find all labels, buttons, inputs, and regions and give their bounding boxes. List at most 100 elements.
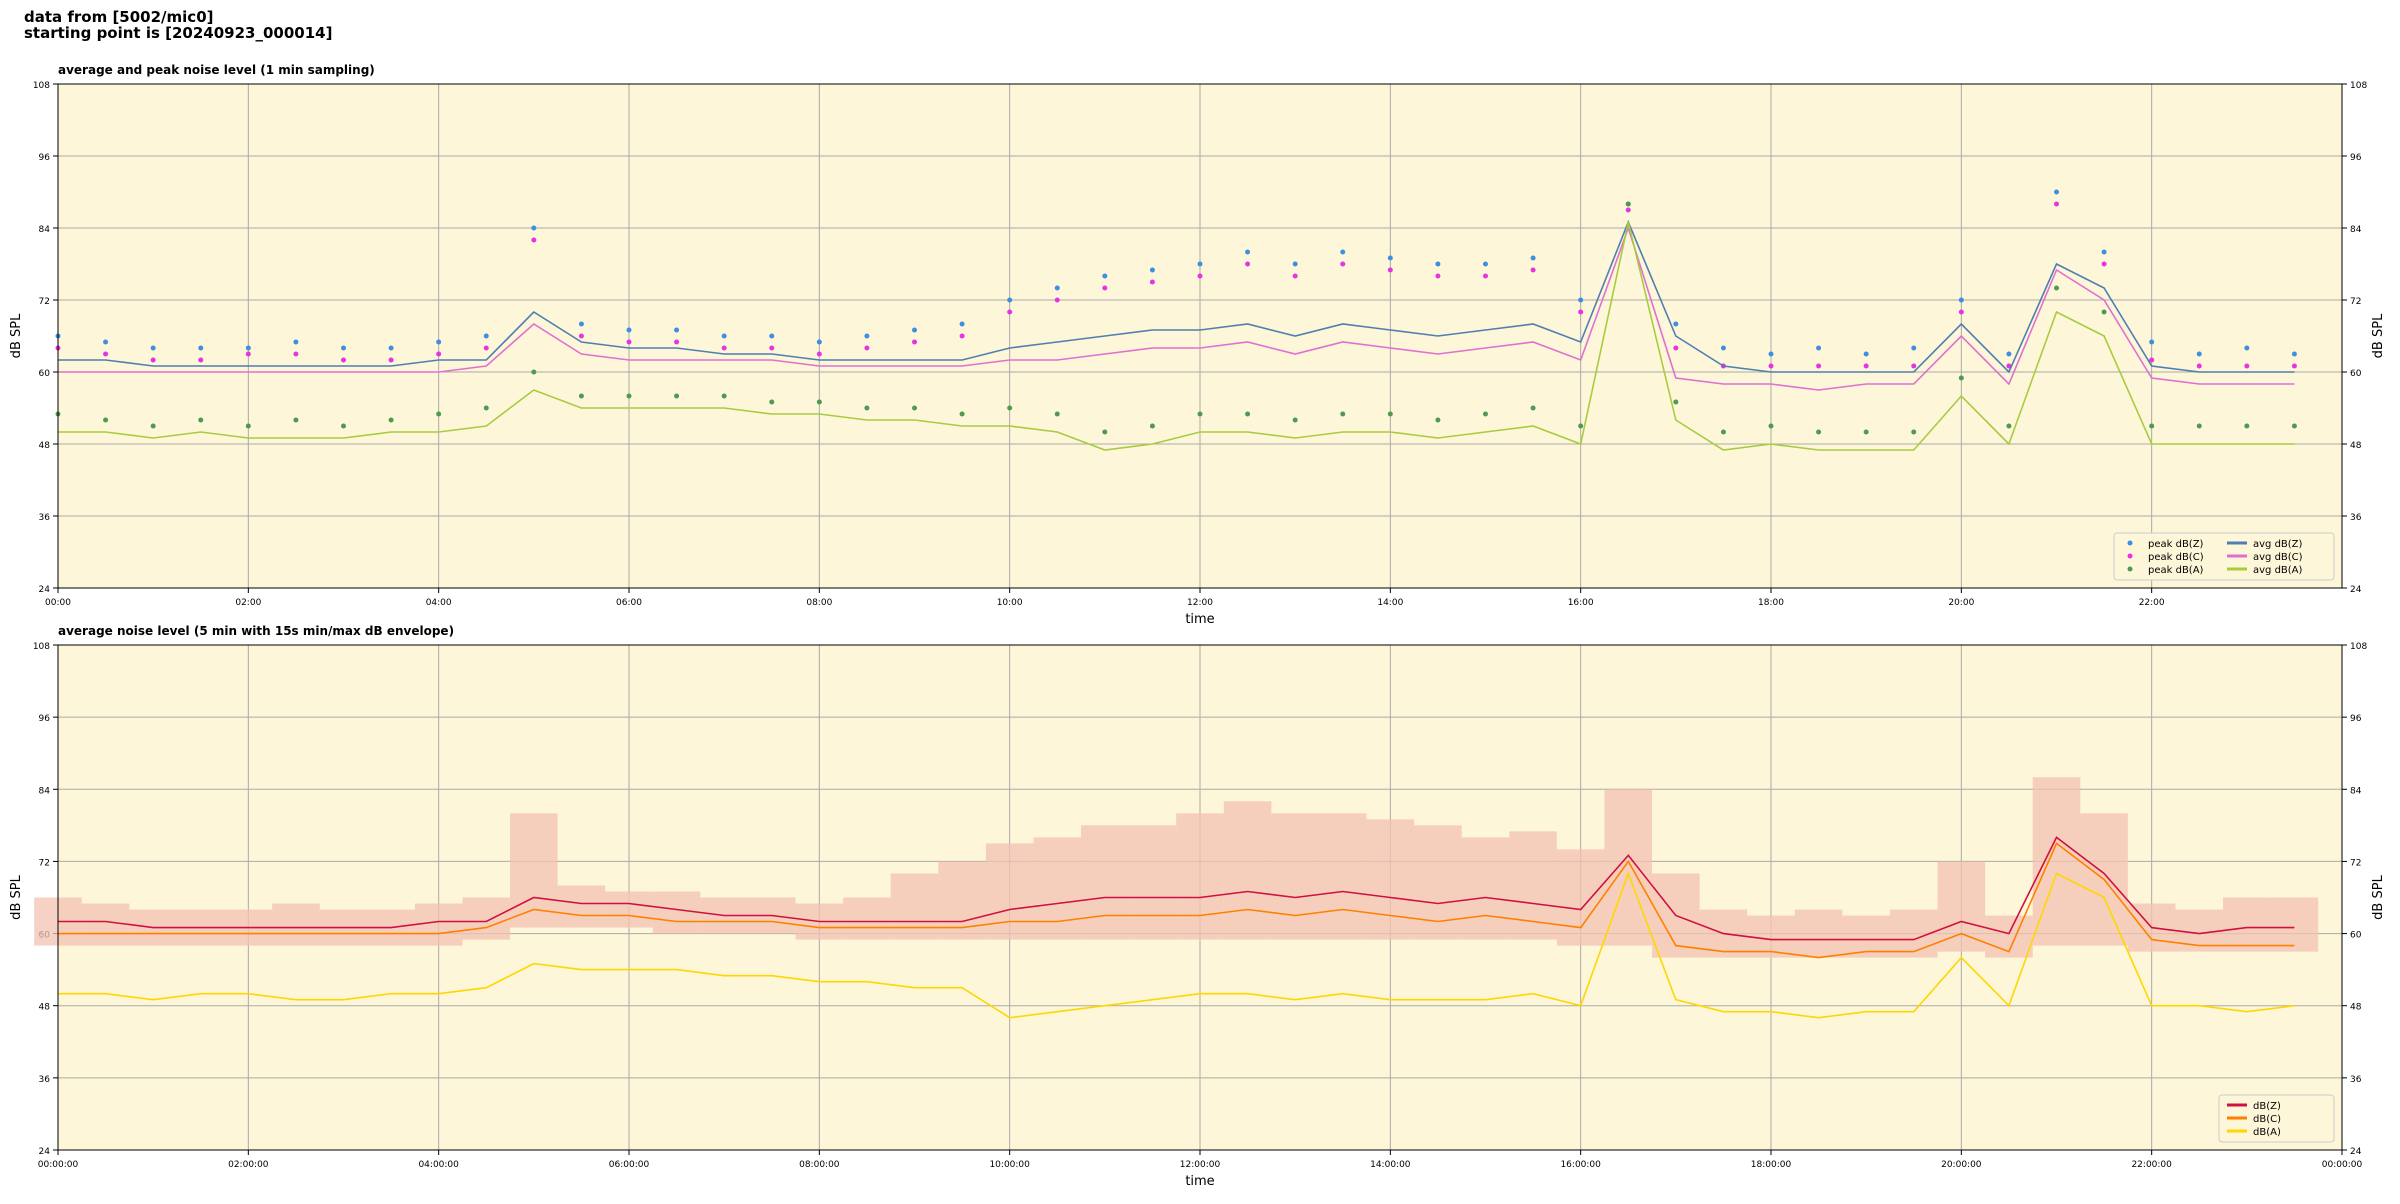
scatter-point [1530,267,1536,273]
scatter-point [864,345,870,351]
envelope-band [1033,837,1082,940]
x-tick-label: 10:00:00 [989,1160,1030,1170]
scatter-point [1197,411,1203,417]
y-tick-label-right: 60 [2350,369,2362,379]
x-tick-label: 10:00 [997,598,1023,608]
y-tick-label-right: 36 [2350,513,2362,523]
legend-label: avg dB(C) [2253,552,2303,563]
envelope-band [272,903,320,946]
legend-marker [2127,540,2133,546]
scatter-point [436,351,442,357]
scatter-point [1292,273,1298,279]
scatter-point [1673,321,1679,327]
scatter-point [2291,351,2297,357]
y-axis-label: dB SPL [9,313,24,358]
series-line [58,871,2295,1019]
scatter-point [293,351,299,357]
scatter-point [531,369,537,375]
envelope-band [2223,897,2271,952]
scatter-point [769,399,775,405]
scatter-point [721,345,727,351]
y-tick-label: 36 [39,513,51,523]
scatter-point [2006,423,2012,429]
scatter-point [2244,423,2250,429]
scatter-point [2149,339,2155,345]
scatter-point [912,405,917,411]
x-tick-label: 20:00:00 [1941,1160,1982,1170]
x-tick-label: 20:00 [1948,598,1974,608]
y-tick-label: 84 [39,225,51,235]
envelope-band [652,891,701,934]
scatter-point [1435,261,1441,267]
scatter-point [1340,249,1346,255]
legend: peak dB(Z) peak dB(C) peak dB(A) avg dB(Z) a… [2113,532,2335,581]
scatter-point [1340,411,1346,417]
envelope-band [1318,813,1367,940]
envelope-band [1366,819,1415,940]
scatter-point [1245,411,1251,417]
x-tick-label: 00:00:00 [2322,1160,2363,1170]
y-tick-label-right: 96 [2350,153,2362,163]
y-tick-label-right: 96 [2350,714,2362,724]
scatter-point [1245,261,1251,267]
y-tick-label: 36 [39,1075,51,1085]
x-axis-label: time [1185,612,1214,627]
scatter-point [578,321,584,327]
scatter-point [1673,345,1679,351]
scatter-point [1720,429,1726,435]
scatter-point [388,345,394,351]
envelope-band [843,897,891,940]
scatter-point [578,333,584,339]
scatter-point [245,423,251,429]
x-tick-label: 16:00 [1568,598,1594,608]
scatter-point [626,339,632,345]
x-tick-label: 04:00 [426,598,452,608]
scatter-point [769,345,775,351]
scatter-point [1578,297,1584,303]
scatter-point [1816,345,1822,351]
scatter-point [1387,267,1393,273]
y-tick-label-right: 48 [2350,441,2362,451]
scatter-point [531,225,537,231]
legend-label: dB(A) [2253,1127,2281,1138]
x-tick-label: 02:00 [235,598,261,608]
y-tick-label-right: 24 [2350,585,2362,595]
scatter-point [674,339,680,345]
legend-label: dB(C) [2253,1114,2281,1125]
scatter-point [1245,249,1251,255]
scatter-point [2196,423,2202,429]
scatter-point [959,321,965,327]
scatter-point [1958,375,1964,381]
x-tick-label: 04:00:00 [418,1160,459,1170]
x-tick-label: 12:00:00 [1180,1160,1221,1170]
scatter-point [198,357,204,363]
scatter-point [150,345,156,351]
envelope-band [462,897,511,940]
envelope-band [1176,813,1224,940]
scatter-point [1958,297,1964,303]
scatter-point [1149,279,1155,285]
envelope-band [1223,801,1272,940]
header-line: data from [5002/mic0] [24,8,214,26]
x-tick-label: 08:00:00 [799,1160,840,1170]
scatter-point [1007,309,1013,315]
scatter-point [959,333,965,339]
envelope-band [605,891,653,928]
scatter-point [1578,309,1584,315]
y-tick-label-right: 108 [2350,81,2367,91]
y-tick-label: 108 [33,81,50,91]
scatter-point [1292,417,1298,423]
y-tick-label: 24 [39,1147,51,1157]
envelope-band [414,903,463,946]
scatter-point [1578,423,1584,429]
legend-marker [2127,553,2133,559]
plot-frame [57,83,2343,589]
scatter-point [1054,411,1060,417]
scatter-point [2006,351,2012,357]
scatter-point [1054,297,1060,303]
chart: average noise level (5 min with 15s min/… [9,624,2386,1189]
scatter-point [531,237,537,243]
plot-frame [57,644,2343,1151]
x-tick-label: 00:00:00 [38,1160,79,1170]
legend-label: dB(Z) [2253,1101,2281,1112]
